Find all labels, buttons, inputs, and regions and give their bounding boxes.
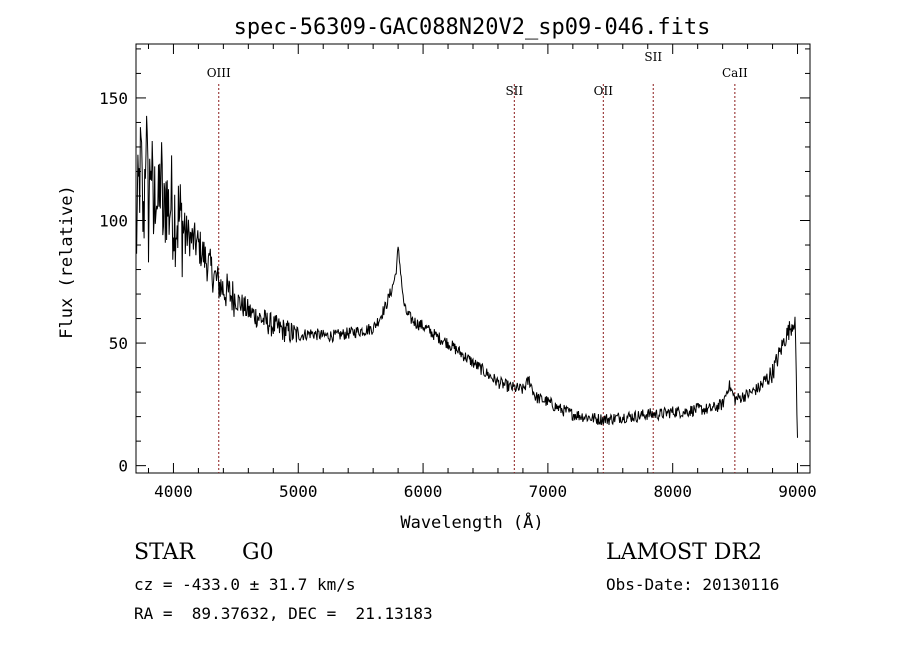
x-axis-label: Wavelength (Å) xyxy=(400,511,543,533)
y-tick-label: 100 xyxy=(99,212,128,231)
x-tick-label: 4000 xyxy=(154,482,193,501)
y-tick-label: 150 xyxy=(99,89,128,108)
line-marker-label: SII xyxy=(644,50,662,64)
line-marker-label: OII xyxy=(594,84,614,98)
x-tick-label: 8000 xyxy=(653,482,692,501)
x-tick-label: 5000 xyxy=(279,482,318,501)
object-class: STAR xyxy=(134,540,195,565)
y-axis-title: Flux (relative) xyxy=(57,185,77,339)
y-axis-label: Flux (relative) xyxy=(57,185,77,339)
emission-line-markers: OIII SII OII SII CaII xyxy=(207,50,748,473)
object-subclass: G0 xyxy=(242,540,274,565)
y-axis-ticks: 0 50 100 150 xyxy=(99,48,810,476)
x-tick-label: 9000 xyxy=(778,482,817,501)
x-tick-label: 7000 xyxy=(529,482,568,501)
redshift-text: cz = -433.0 ± 31.7 km/s xyxy=(134,575,356,594)
spectrum-line xyxy=(135,115,798,438)
coordinates-text: RA = 89.37632, DEC = 21.13183 xyxy=(134,604,433,623)
obs-date-text: Obs-Date: 20130116 xyxy=(606,575,780,594)
survey-label: LAMOST DR2 xyxy=(606,540,762,565)
y-tick-label: 0 xyxy=(118,457,128,476)
chart-title: spec-56309-GAC088N20V2_sp09-046.fits xyxy=(234,15,711,40)
x-tick-label: 6000 xyxy=(404,482,443,501)
x-axis-title: Wavelength (Å) xyxy=(400,511,543,533)
line-marker-label: CaII xyxy=(722,66,748,80)
y-tick-label: 50 xyxy=(109,334,128,353)
plot-frame xyxy=(135,43,811,474)
line-marker-label: SII xyxy=(505,84,523,98)
x-axis-ticks: 4000 5000 6000 7000 8000 9000 xyxy=(147,44,817,501)
line-marker-label: OIII xyxy=(207,66,231,80)
